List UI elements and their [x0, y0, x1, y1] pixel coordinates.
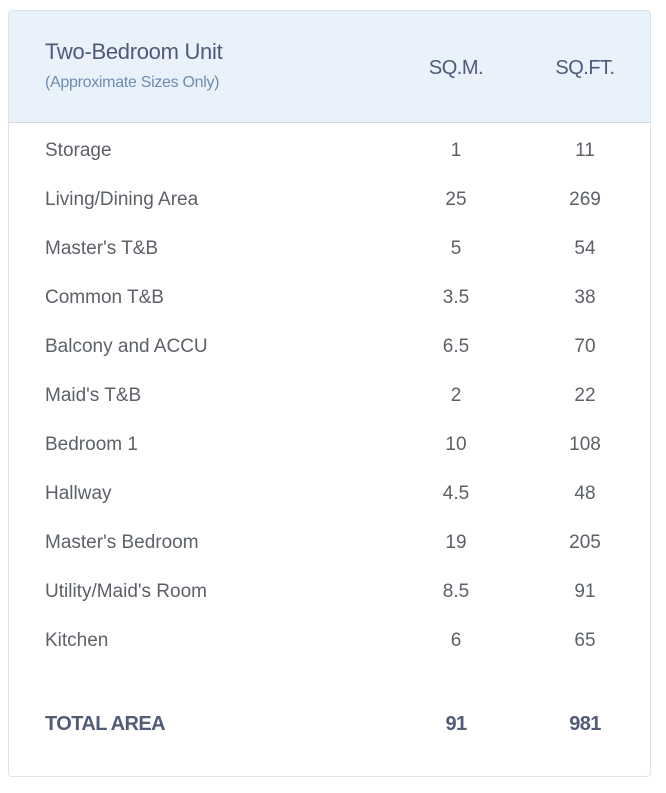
table-row: Balcony and ACCU 6.5 70: [9, 323, 650, 372]
row-sqft: 38: [574, 287, 596, 308]
row-name: Storage: [45, 140, 112, 161]
row-sqm: 8.5: [442, 581, 470, 602]
table-row: Common T&B 3.5 38: [9, 274, 650, 323]
table-body: Storage 1 11 Living/Dining Area 25 269 Master'…: [9, 127, 650, 666]
column-header-sqm: SQ.M.: [428, 57, 484, 79]
row-sqft: 269: [569, 189, 601, 210]
row-sqm: 25: [445, 189, 467, 210]
row-name: Master's Bedroom: [45, 532, 199, 553]
row-sqft: 48: [574, 483, 596, 504]
row-name: Maid's T&B: [45, 385, 142, 406]
row-sqm: 4.5: [442, 483, 470, 504]
row-sqm: 3.5: [442, 287, 470, 308]
table-row: Living/Dining Area 25 269: [9, 176, 650, 225]
row-sqft: 70: [574, 336, 596, 357]
row-name: Utility/Maid's Room: [45, 581, 207, 602]
table-header: Two-Bedroom Unit (Approximate Sizes Only…: [9, 11, 650, 123]
row-sqm: 6: [450, 630, 462, 651]
row-sqft: 108: [569, 434, 601, 455]
row-sqft: 205: [569, 532, 601, 553]
total-label: TOTAL AREA: [45, 713, 166, 735]
row-name: Master's T&B: [45, 238, 159, 259]
column-header-sqft: SQ.FT.: [555, 57, 615, 79]
unit-subtitle: (Approximate Sizes Only): [45, 74, 220, 91]
total-row: TOTAL AREA 91 981: [9, 713, 650, 743]
row-sqft: 54: [574, 238, 596, 259]
table-row: Maid's T&B 2 22: [9, 372, 650, 421]
row-name: Kitchen: [45, 630, 109, 651]
unit-title: Two-Bedroom Unit: [45, 39, 223, 64]
table-row: Utility/Maid's Room 8.5 91: [9, 568, 650, 617]
table-row: Kitchen 6 65: [9, 617, 650, 666]
row-sqm: 19: [445, 532, 467, 553]
row-name: Hallway: [45, 483, 112, 504]
row-sqm: 2: [450, 385, 462, 406]
total-sqft: 981: [569, 713, 601, 735]
row-name: Living/Dining Area: [45, 189, 199, 210]
row-sqft: 91: [574, 581, 596, 602]
unit-size-table: Two-Bedroom Unit (Approximate Sizes Only…: [8, 10, 651, 777]
row-sqm: 5: [450, 238, 462, 259]
row-sqm: 10: [445, 434, 467, 455]
row-sqft: 11: [575, 140, 595, 161]
total-sqm: 91: [445, 713, 467, 735]
row-sqm: 6.5: [442, 336, 470, 357]
table-row: Storage 1 11: [9, 127, 650, 176]
row-sqft: 22: [574, 385, 596, 406]
row-name: Balcony and ACCU: [45, 336, 208, 357]
table-row: Bedroom 1 10 108: [9, 421, 650, 470]
table-row: Hallway 4.5 48: [9, 470, 650, 519]
table-row: Master's Bedroom 19 205: [9, 519, 650, 568]
table-row: Master's T&B 5 54: [9, 225, 650, 274]
row-name: Bedroom 1: [45, 434, 138, 455]
row-name: Common T&B: [45, 287, 164, 308]
row-sqft: 65: [574, 630, 596, 651]
row-sqm: 1: [450, 140, 462, 161]
